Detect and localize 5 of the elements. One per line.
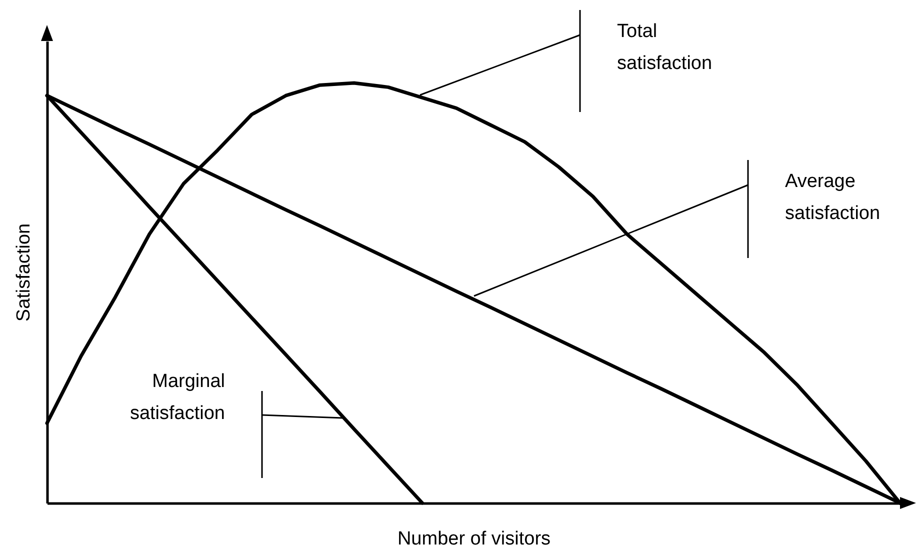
y-axis-title: Satisfaction (14, 223, 34, 322)
text: Total satisfaction (617, 21, 712, 74)
annotation: Average satisfaction (785, 171, 880, 224)
x-axis-title: Number of visitors (397, 528, 551, 546)
annotation: Marginal satisfaction (130, 371, 225, 424)
